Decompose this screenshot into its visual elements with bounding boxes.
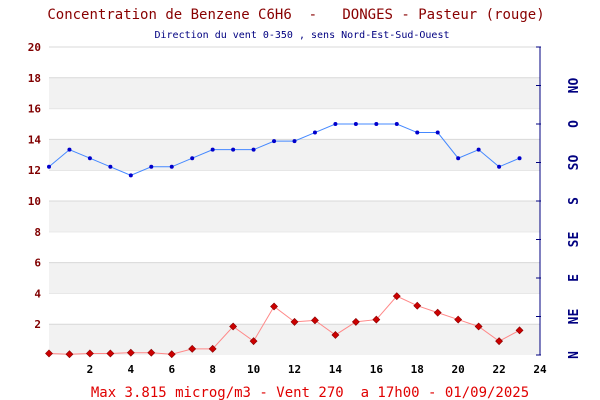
x-tick-label: 14 (329, 363, 343, 376)
x-tick-label: 20 (452, 363, 465, 376)
grid-band (49, 262, 540, 294)
benzene-point (106, 349, 115, 358)
wind-point (456, 156, 461, 161)
grid-band (49, 201, 540, 232)
wind-point (292, 139, 297, 144)
y-tick-label-right: NE (567, 309, 582, 325)
benzene-point (331, 331, 340, 339)
y-tick-label-left: 20 (28, 41, 41, 54)
y-tick-label-left: 4 (34, 287, 41, 300)
benzene-point (454, 315, 463, 324)
wind-point (190, 156, 195, 161)
wind-point (47, 164, 51, 169)
benzene-point (65, 350, 74, 359)
wind-point (169, 164, 174, 169)
wind-point (231, 147, 236, 152)
wind-point (272, 139, 277, 144)
benzene-point (270, 302, 278, 311)
benzene-point (188, 344, 197, 353)
wind-series-line (48, 123, 520, 176)
benzene-point (229, 322, 238, 331)
x-tick-label: 4 (128, 363, 135, 376)
x-tick-label: 22 (492, 363, 505, 376)
grid-band (49, 77, 540, 109)
benzene-point (126, 348, 135, 357)
y-tick-label-right: N (567, 351, 582, 359)
benzene-point (433, 308, 442, 317)
wind-point (497, 164, 502, 169)
wind-point (435, 130, 440, 135)
benzene-point (208, 344, 217, 353)
y-tick-label-right: S (567, 197, 582, 205)
chart-subtitle: Direction du vent 0-350 , sens Nord-Est-… (154, 30, 449, 41)
benzene-point (474, 322, 483, 331)
y-tick-label-right: E (567, 274, 582, 282)
chart-footer: Max 3.815 microg/m3 - Vent 270 a 17h00 -… (91, 385, 529, 400)
x-tick-label: 6 (168, 363, 175, 376)
x-tick-label: 16 (370, 363, 384, 376)
wind-point (374, 122, 379, 126)
x-tick-label: 24 (533, 363, 547, 376)
benzene-point (372, 315, 381, 324)
benzene-point (147, 348, 156, 357)
benzene-point (167, 350, 176, 359)
wind-point (87, 156, 92, 161)
x-tick-label: 2 (87, 363, 94, 376)
wind-point (210, 147, 215, 152)
benzene-point (290, 317, 299, 326)
x-tick-label: 8 (209, 363, 216, 376)
y-tick-label-right: NO (567, 78, 582, 94)
x-tick-label: 10 (247, 363, 260, 376)
y-tick-label-left: 6 (34, 257, 41, 270)
wind-point (128, 173, 133, 178)
benzene-point (85, 349, 94, 358)
benzene-point (249, 337, 258, 346)
x-tick-label: 18 (411, 363, 424, 376)
benzene-point (392, 292, 401, 301)
benzene-point (515, 326, 524, 335)
wind-point (312, 130, 317, 135)
y-tick-label-left: 14 (28, 133, 42, 146)
wind-point (333, 122, 338, 126)
y-tick-label-right: SE (567, 232, 582, 248)
wind-point (394, 122, 399, 126)
wind-point (353, 122, 358, 126)
y-tick-label-left: 12 (28, 164, 41, 177)
wind-point (517, 156, 522, 161)
wind-point (476, 147, 481, 152)
benzene-point (351, 317, 360, 326)
grid-band (49, 139, 540, 171)
benzene-point (45, 349, 53, 358)
wind-point (149, 164, 154, 169)
y-tick-label-left: 18 (28, 72, 41, 85)
wind-point (415, 130, 420, 135)
grid-band (49, 324, 540, 355)
y-tick-label-right: SO (567, 155, 582, 171)
x-tick-label: 12 (288, 363, 301, 376)
y-tick-label-right: O (567, 120, 582, 128)
wind-point (67, 147, 72, 152)
y-tick-label-left: 16 (28, 103, 42, 116)
benzene-point (311, 316, 319, 325)
wind-point (108, 164, 113, 169)
y-tick-label-left: 2 (34, 318, 41, 331)
chart-title: Concentration de Benzene C6H6 - DONGES -… (47, 7, 544, 23)
y-tick-label-left: 10 (28, 195, 41, 208)
benzene-point (495, 337, 504, 346)
y-tick-label-left: 8 (34, 226, 41, 239)
wind-point (251, 147, 256, 152)
benzene-point (413, 301, 422, 310)
